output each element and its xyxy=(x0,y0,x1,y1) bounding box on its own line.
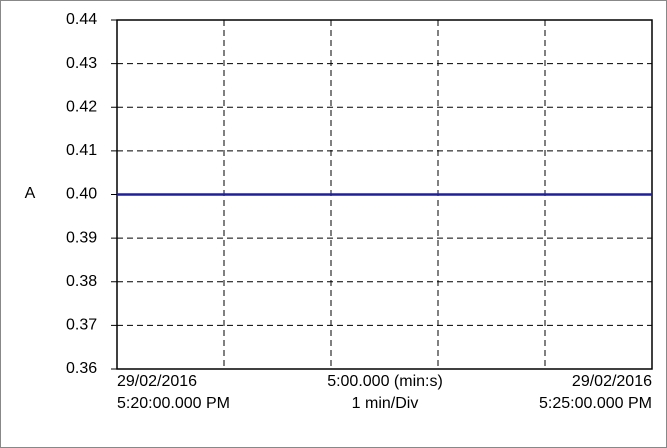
y-tick-label: 0.37 xyxy=(66,317,97,334)
x-start-time: 5:20:00.000 PM xyxy=(117,395,230,412)
x-span: 5:00.000 (min:s) xyxy=(327,373,443,390)
x-start-date: 29/02/2016 xyxy=(117,373,197,390)
y-tick-label: 0.42 xyxy=(66,98,97,115)
y-tick-label: 0.40 xyxy=(66,186,97,203)
y-tick-label: 0.43 xyxy=(66,55,97,72)
y-tick-label: 0.38 xyxy=(66,273,97,290)
x-division: 1 min/Div xyxy=(352,395,419,412)
y-tick-label: 0.39 xyxy=(66,229,97,246)
y-tick-label: 0.41 xyxy=(66,142,97,159)
x-end-time: 5:25:00.000 PM xyxy=(539,395,652,412)
y-axis-label: A xyxy=(25,185,36,202)
x-end-date: 29/02/2016 xyxy=(572,373,652,390)
y-tick-label: 0.36 xyxy=(66,360,97,377)
y-tick-label: 0.44 xyxy=(66,11,97,28)
